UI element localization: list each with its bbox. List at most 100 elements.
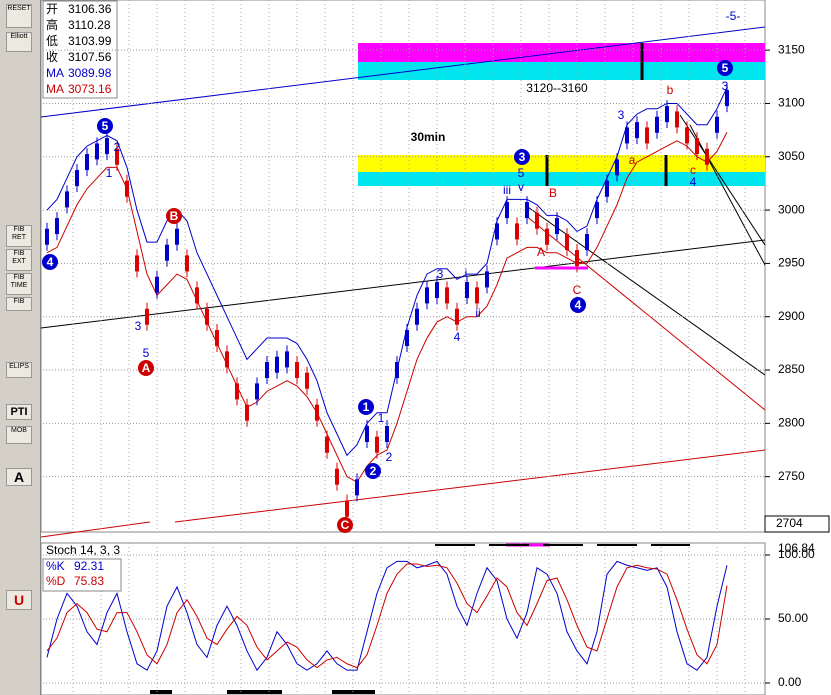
cursor-label: 106.84 xyxy=(778,541,815,555)
zone xyxy=(358,62,765,80)
y-tick-label: 2750 xyxy=(778,469,805,483)
zone xyxy=(358,155,765,172)
annotation: 5 xyxy=(518,166,525,180)
wave-circle xyxy=(358,399,374,415)
info-label: 低 xyxy=(46,34,58,48)
tool-button[interactable]: A xyxy=(6,468,32,486)
y-tick-label: 3050 xyxy=(778,149,805,163)
zone xyxy=(358,172,765,186)
annotation: b xyxy=(667,83,674,97)
wave-circle xyxy=(717,60,733,76)
annotation: 1 xyxy=(106,166,113,180)
annotation: 5 xyxy=(102,119,109,133)
annotation: C xyxy=(573,283,582,297)
annotation: 4 xyxy=(454,330,461,344)
legend-name: %D xyxy=(46,574,66,588)
wave-circle xyxy=(42,254,58,270)
info-value: 3107.56 xyxy=(68,50,112,64)
legend-value: 92.31 xyxy=(74,559,104,573)
info-box xyxy=(42,0,118,99)
trend-line xyxy=(40,26,766,118)
annotation: 2 xyxy=(386,450,393,464)
trend-line xyxy=(679,114,766,246)
annotation: 1 xyxy=(363,400,370,414)
tool-button[interactable]: RESET xyxy=(6,4,32,28)
annotation: 4 xyxy=(47,255,54,269)
y-tick-label: 0.00 xyxy=(778,675,802,689)
info-label: 开 xyxy=(46,2,58,16)
annotation: i xyxy=(465,266,468,280)
annotation: c xyxy=(690,163,696,177)
price-panel xyxy=(40,0,766,533)
y-tick-label: 3000 xyxy=(778,202,805,216)
legend-name: %K xyxy=(46,559,65,573)
annotation: 5 xyxy=(722,61,729,75)
legend-value: 75.83 xyxy=(74,574,104,588)
info-label: MA xyxy=(46,66,64,80)
y-tick-label: 3100 xyxy=(778,96,805,110)
wave-circle xyxy=(97,118,113,134)
annotation: B xyxy=(549,186,557,200)
line xyxy=(46,87,728,457)
info-label: MA xyxy=(46,82,64,96)
annotation: a xyxy=(629,153,636,167)
info-label: 高 xyxy=(46,17,58,32)
annotation: 4 xyxy=(575,298,582,312)
trend-line xyxy=(174,449,766,523)
annotation: 2 xyxy=(370,464,377,478)
annotation: 4 xyxy=(690,175,697,189)
tool-button[interactable]: MOB xyxy=(6,426,32,444)
annotation: A xyxy=(142,361,151,375)
tool-button[interactable]: FIB TIME xyxy=(6,273,32,295)
line xyxy=(46,132,728,483)
trend-line xyxy=(40,239,766,329)
annotation: 3 xyxy=(618,108,625,122)
annotation: 3 xyxy=(135,319,142,333)
line xyxy=(46,563,728,669)
y-tick-label: 2850 xyxy=(778,362,805,376)
annotation: ii xyxy=(475,306,480,320)
cursor-label: 2704 xyxy=(776,516,803,530)
info-label: 收 xyxy=(46,50,58,64)
line xyxy=(46,560,728,672)
wave-circle xyxy=(570,297,586,313)
annotation: B xyxy=(170,209,179,223)
annotation: 3 xyxy=(437,267,444,281)
trend-line xyxy=(524,204,766,376)
info-value: 3110.28 xyxy=(68,18,111,32)
info-value: 3089.98 xyxy=(68,66,112,80)
y-tick-label: 2950 xyxy=(778,256,805,270)
tool-button[interactable]: FIB xyxy=(6,297,32,311)
annotation: 3120--3160 xyxy=(526,81,588,95)
tool-button[interactable]: ELIPS xyxy=(6,362,32,378)
wave-circle xyxy=(138,360,154,376)
y-tick-label: 100.00 xyxy=(778,547,815,561)
tool-button[interactable]: FIB RET xyxy=(6,225,32,247)
y-tick-label: 50.00 xyxy=(778,611,808,625)
trend-line xyxy=(40,521,151,538)
tool-button[interactable]: Elliott xyxy=(6,32,32,52)
y-tick-label: 2900 xyxy=(778,309,805,323)
annotation: v xyxy=(518,180,524,194)
tool-button[interactable]: PTI xyxy=(6,404,32,420)
annotation: iii xyxy=(503,183,511,197)
toolbar: RESET Elliott FIB RET FIB EXT FIB TIME F… xyxy=(0,0,41,695)
trend-line xyxy=(689,124,766,266)
info-value: 3073.16 xyxy=(68,82,112,96)
tool-button[interactable]: FIB EXT xyxy=(6,249,32,271)
annotation: C xyxy=(341,518,350,532)
info-value: 3103.99 xyxy=(68,34,112,48)
y-tick-label: 2800 xyxy=(778,416,805,430)
annotation: 2 xyxy=(114,140,121,154)
wave-circle xyxy=(166,208,182,224)
annotation: 3 xyxy=(519,150,526,164)
tool-button[interactable]: U xyxy=(6,590,32,610)
wave-circle xyxy=(337,517,353,533)
info-value: 3106.36 xyxy=(68,2,112,16)
annotation: -5- xyxy=(726,9,741,23)
annotation: 1 xyxy=(378,411,385,425)
annotation: A xyxy=(537,245,545,259)
wave-circle xyxy=(514,149,530,165)
